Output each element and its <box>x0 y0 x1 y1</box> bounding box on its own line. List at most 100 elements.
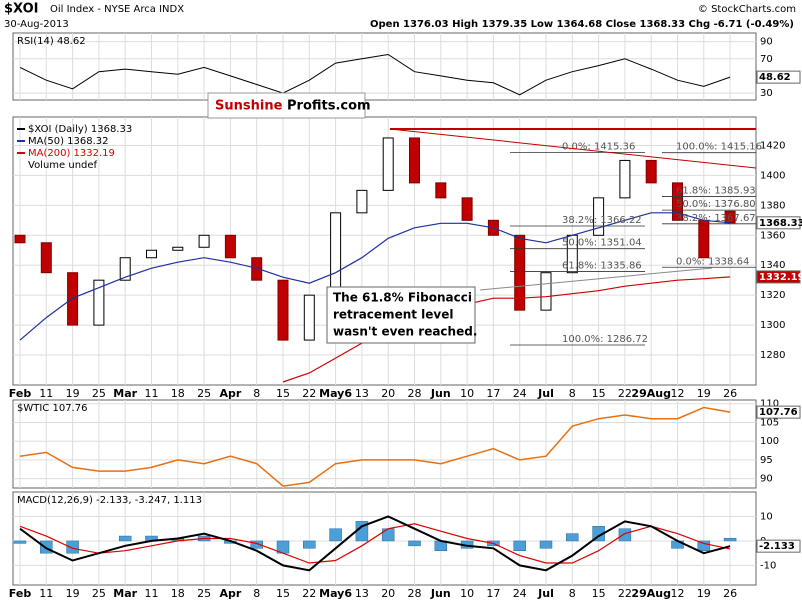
value-tag <box>756 270 801 284</box>
rsi-panel <box>12 32 757 101</box>
candle <box>198 234 210 248</box>
histogram-bar <box>566 533 579 542</box>
legend-label: MA(50) 1368.32 <box>28 136 109 147</box>
logo-left: Sunshine <box>215 99 283 114</box>
x-tick-label: 15 <box>276 387 290 400</box>
y-tick-label: 100 <box>760 436 779 447</box>
y-tick-label: 95 <box>760 455 773 466</box>
histogram-bar <box>618 528 632 542</box>
x-tick-label: 10 <box>460 387 474 400</box>
y-tick-label: 70 <box>760 54 773 65</box>
x-tick-label: 25 <box>92 587 106 600</box>
histogram-bar <box>697 540 711 551</box>
histogram-bar <box>723 537 737 542</box>
x-tick-label: 8 <box>253 587 260 600</box>
fib-label: 61.8%: 1335.86 <box>562 260 642 271</box>
panel-title: RSI(14) 48.62 <box>17 36 86 47</box>
x-tick-label: Jul <box>537 587 554 600</box>
x-tick-label: 15 <box>592 587 606 600</box>
histogram-bar <box>513 540 526 551</box>
y-tick-label: 1400 <box>760 170 785 181</box>
legend-note: Volume undef <box>28 160 98 171</box>
annotation-box <box>326 286 476 344</box>
x-tick-label: 24 <box>513 387 527 400</box>
fib-label: 0.0%: 1415.36 <box>562 141 635 152</box>
histogram-bar <box>539 540 553 549</box>
candle <box>698 219 710 259</box>
x-tick-label: 13 <box>355 587 369 600</box>
y-tick-label: 1360 <box>760 230 785 241</box>
candle <box>672 182 683 221</box>
candle <box>330 212 342 296</box>
y-tick-label: 1320 <box>760 290 785 301</box>
candle <box>303 294 315 341</box>
legend-label: $XOI (Daily) 1368.33 <box>28 124 132 135</box>
x-tick-label: 11 <box>39 587 53 600</box>
y-tick-label: 90 <box>760 37 773 48</box>
x-tick-label: 29Aug <box>631 587 671 600</box>
x-tick-label: May6 <box>319 387 352 400</box>
y-tick-label: -10 <box>760 560 776 571</box>
y-tick-label: 1280 <box>760 350 785 361</box>
panel-title: $WTIC 107.76 <box>17 403 87 414</box>
candle <box>382 137 394 191</box>
x-tick-label: 12 <box>671 587 685 600</box>
x-tick-label: May6 <box>319 587 352 600</box>
annotation: The 61.8% Fibonacci <box>333 291 472 305</box>
panel-title: MACD(12,26,9) -2.133, -3.247, 1.113 <box>17 495 202 506</box>
candle <box>277 279 289 341</box>
value-tag <box>756 405 801 419</box>
candle <box>146 249 157 259</box>
candle <box>251 257 263 281</box>
date: 30-Aug-2013 <box>4 19 69 30</box>
x-tick-label: 25 <box>197 587 211 600</box>
quote: Open 1376.03 High 1379.35 Low 1364.68 Cl… <box>370 19 794 30</box>
x-tick-label: 10 <box>460 587 474 600</box>
candle <box>93 279 105 326</box>
index-name: Oil Index - NYSE Arca INDX <box>50 4 184 15</box>
histogram-bar <box>408 540 421 547</box>
y-tick-label: 30 <box>760 88 773 99</box>
fib-label: 100.0%: 1415.16 <box>676 142 762 153</box>
x-tick-label: 22 <box>302 387 316 400</box>
y-tick-label: 90 <box>760 474 773 485</box>
value-tag <box>756 70 801 84</box>
logo-right: Profits.com <box>287 99 371 114</box>
x-tick-label: 19 <box>66 587 80 600</box>
x-tick-label: 18 <box>171 587 185 600</box>
fib-label: 38.2%: 1366.22 <box>562 215 642 226</box>
y-tick-label: 105 <box>760 417 779 428</box>
candle <box>593 197 605 236</box>
annotation: wasn't even reached. <box>333 325 477 339</box>
legend-label: MA(200) 1332.19 <box>28 148 115 159</box>
x-tick-label: 17 <box>486 587 500 600</box>
fib-label: 38.2%: 1367.67 <box>676 213 756 224</box>
x-tick-label: 19 <box>697 387 711 400</box>
logo-box <box>207 92 366 119</box>
ma-line <box>282 276 731 383</box>
x-tick-label: 25 <box>197 387 211 400</box>
fib-label: 0.0%: 1338.64 <box>676 256 749 267</box>
value-tag-label: -2.133 <box>759 541 795 552</box>
series-line <box>19 406 731 487</box>
x-tick-label: 13 <box>355 387 369 400</box>
candle <box>435 182 447 199</box>
macd-line <box>19 515 731 572</box>
x-tick-label: 8 <box>253 387 260 400</box>
x-tick-label: Feb <box>9 387 32 400</box>
x-tick-label: 20 <box>381 587 395 600</box>
credit: © StockCharts.com <box>698 4 796 15</box>
macd-line <box>19 523 731 564</box>
legend-swatch <box>17 140 25 142</box>
x-tick-label: 8 <box>569 587 576 600</box>
candle <box>40 242 52 274</box>
histogram-bar <box>329 528 342 542</box>
annotation: retracement level <box>333 308 454 322</box>
ma-line <box>19 212 731 341</box>
fib-label: 50.0%: 1351.04 <box>562 238 642 249</box>
candle <box>224 234 236 259</box>
x-tick-label: 25 <box>92 387 106 400</box>
legend-swatch <box>17 128 25 130</box>
y-tick-label: 1420 <box>760 140 785 151</box>
